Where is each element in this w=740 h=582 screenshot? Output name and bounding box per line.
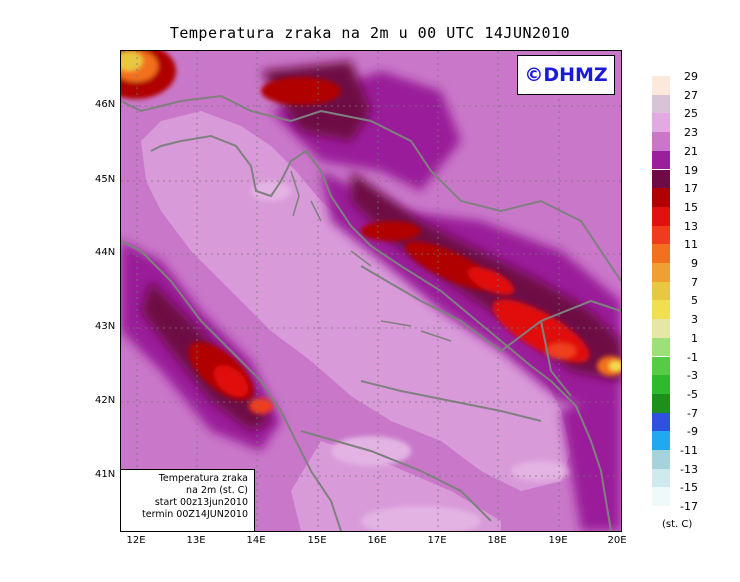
legend-unit: (st. C) [662, 519, 693, 530]
legend-swatch [652, 412, 670, 432]
legend-swatch [652, 375, 670, 394]
lat-label-44n: 44N [95, 247, 116, 258]
legend-label: 25 [684, 107, 698, 121]
legend-swatch [652, 225, 670, 245]
legend-label: 7 [691, 275, 698, 289]
legend-label: -3 [687, 369, 698, 383]
lon-label-14e: 14E [246, 535, 266, 546]
legend-label: -1 [687, 350, 698, 364]
lat-label-42n: 42N [95, 395, 116, 406]
legend-label: 11 [684, 238, 698, 252]
legend-label: 5 [691, 294, 698, 308]
legend-label: 9 [691, 257, 698, 270]
legend-label: -11 [680, 444, 698, 457]
lon-label-16e: 16E [367, 535, 387, 546]
graticule [121, 51, 621, 531]
legend-swatch [652, 113, 670, 133]
lat-label-46n: 46N [95, 99, 116, 110]
legend-swatch [652, 337, 670, 357]
lat-label-45n: 45N [95, 174, 116, 185]
map-title: Temperatura zraka na 2m u 00 UTC 14JUN20… [169, 24, 571, 42]
legend-label: -9 [687, 425, 698, 439]
legend-swatch [652, 468, 670, 488]
legend-swatch [652, 132, 670, 151]
lon-label-12e: 12E [126, 535, 146, 546]
legend-swatch [652, 150, 670, 170]
legend-label: -17 [680, 500, 698, 514]
legend-label: -5 [687, 387, 698, 401]
legend-label: 29 [684, 70, 698, 83]
lat-label-41n: 41N [95, 469, 116, 480]
lon-label-18e: 18E [487, 535, 507, 546]
lon-label-20e: 20E [607, 535, 627, 546]
legend-label: -13 [680, 462, 698, 476]
legend-swatch [652, 206, 670, 226]
legend-label: 1 [691, 331, 698, 345]
info-box: Temperatura zraka na 2m (st. C) start 00… [121, 469, 255, 531]
map-canvas [121, 51, 621, 531]
islands [290, 170, 452, 342]
coastlines [121, 94, 621, 531]
lon-label-13e: 13E [186, 535, 206, 546]
legend-swatch [652, 450, 670, 469]
lon-label-19e: 19E [548, 535, 568, 546]
legend-label: 17 [684, 182, 698, 196]
legend-label: 23 [684, 126, 698, 140]
legend-label: -7 [687, 406, 698, 420]
legend-swatch [652, 169, 670, 189]
legend-swatch [652, 263, 670, 282]
legend-label: 27 [684, 88, 698, 102]
legend-swatch [652, 319, 670, 338]
legend-label: 19 [684, 163, 698, 177]
legend-swatch [652, 431, 670, 450]
legend-swatch [652, 356, 670, 376]
legend-label: 3 [691, 313, 698, 327]
info-line-1: Temperatura zraka [158, 473, 248, 484]
cold-spots [121, 51, 621, 376]
lon-label-17e: 17E [427, 535, 447, 546]
legend-label: 13 [684, 219, 698, 233]
legend-swatch [652, 487, 670, 507]
info-line-4: termin 00Z14JUN2010 [142, 509, 248, 520]
legend-label: 21 [684, 144, 698, 158]
info-line-3: start 00z13jun2010 [154, 497, 248, 508]
legend-swatch [652, 281, 670, 301]
legend-swatch [652, 393, 670, 413]
legend-swatch [652, 244, 670, 263]
temperature-map: ©DHMZ Temperatura zraka na 2m (st. C) st… [120, 50, 622, 532]
legend-label: -15 [680, 481, 698, 495]
legend-swatch [652, 188, 670, 207]
legend-swatch [652, 76, 670, 95]
lon-label-15e: 15E [307, 535, 327, 546]
legend-label: 15 [684, 200, 698, 214]
info-line-2: na 2m (st. C) [186, 485, 248, 496]
legend-swatch [652, 300, 670, 320]
adriatic-sea [141, 111, 571, 491]
legend-swatch [652, 94, 670, 114]
lat-label-43n: 43N [95, 321, 116, 332]
dhmz-watermark: ©DHMZ [517, 55, 615, 95]
